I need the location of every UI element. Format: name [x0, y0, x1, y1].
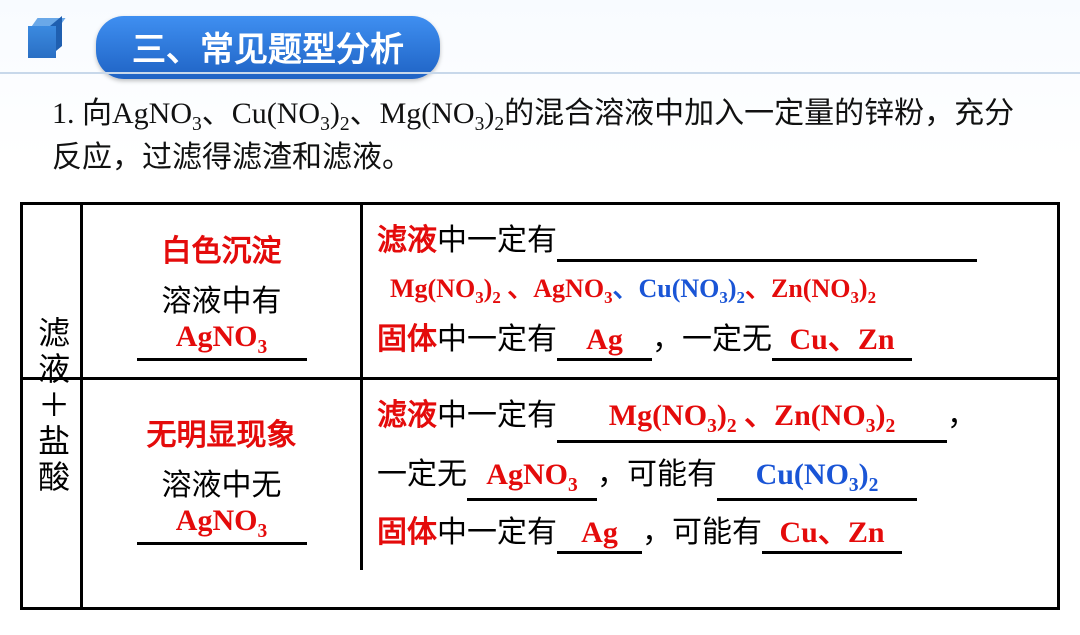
result-cell-1: 滤液中一定有 Mg(NO3)2 、AgNO3、Cu(NO3)2、Zn(NO3)2… — [363, 205, 1057, 377]
condition-cell-white-precipitate: 白色沉淀 溶液中有 AgNO3 — [83, 205, 363, 377]
table-row: 白色沉淀 溶液中有 AgNO3 滤液中一定有 Mg(NO3)2 、AgNO3、C… — [23, 205, 1057, 377]
side-header: 滤液＋盐酸 — [23, 205, 83, 607]
result-cell-2: 滤液中一定有Mg(NO3)2 、Zn(NO3)2， 一定无AgNO3，可能有Cu… — [363, 380, 1057, 570]
analysis-table: 滤液＋盐酸 白色沉淀 溶液中有 AgNO3 滤液中一定有 Mg(NO3)2 、A… — [20, 202, 1060, 610]
table-row: 无明显现象 溶液中无 AgNO3 滤液中一定有Mg(NO3)2 、Zn(NO3)… — [23, 377, 1057, 570]
condition-cell-no-change: 无明显现象 溶液中无 AgNO3 — [83, 380, 363, 570]
section-title: 三、常见题型分析 — [96, 16, 440, 79]
problem-statement: 1. 向AgNO3、Cu(NO3)2、Mg(NO3)2的混合溶液中加入一定量的锌… — [52, 94, 1040, 179]
title-underline — [0, 72, 1080, 74]
bullet-cube-icon — [28, 18, 70, 60]
